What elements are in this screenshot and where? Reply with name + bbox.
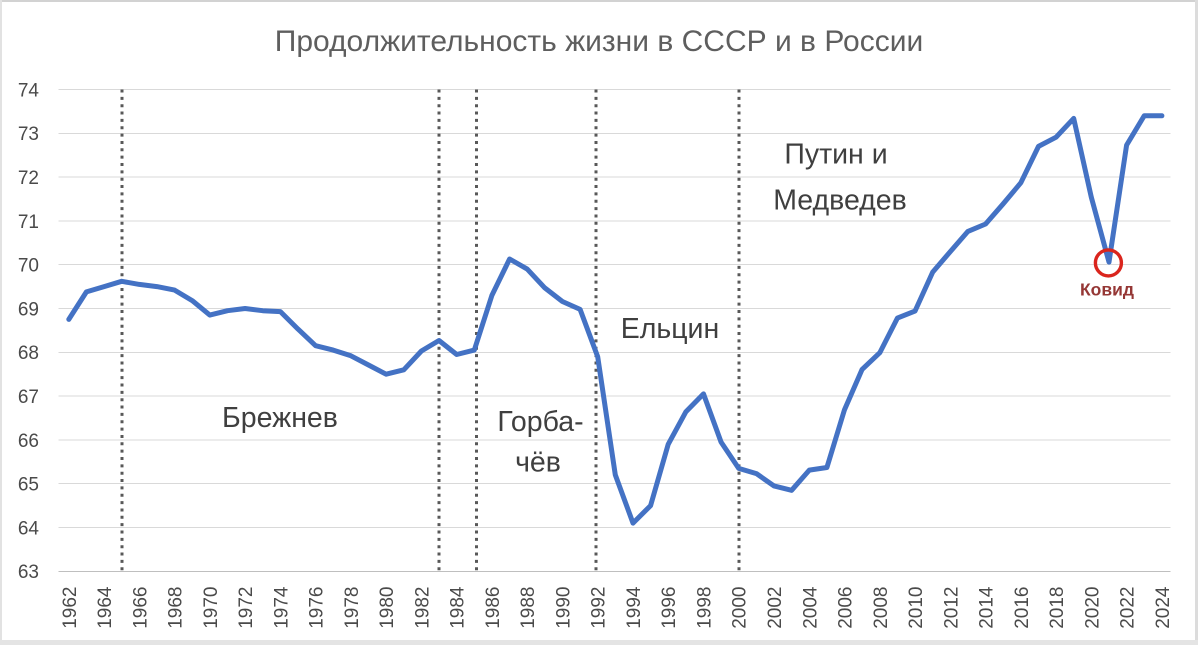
svg-text:70: 70 — [18, 256, 39, 277]
svg-text:65: 65 — [18, 475, 39, 496]
svg-text:Горба-: Горба- — [497, 406, 583, 438]
svg-text:1988: 1988 — [518, 587, 539, 629]
svg-text:63: 63 — [18, 562, 39, 583]
svg-text:Путин и: Путин и — [784, 139, 887, 171]
svg-text:1986: 1986 — [483, 587, 504, 629]
svg-text:1968: 1968 — [166, 587, 187, 629]
svg-text:2006: 2006 — [836, 587, 857, 629]
svg-text:2018: 2018 — [1047, 587, 1068, 629]
svg-text:1990: 1990 — [553, 587, 574, 629]
svg-text:1998: 1998 — [695, 587, 716, 629]
svg-text:2022: 2022 — [1118, 587, 1139, 629]
svg-text:64: 64 — [18, 518, 40, 539]
svg-text:2020: 2020 — [1082, 587, 1103, 629]
svg-text:1966: 1966 — [130, 587, 151, 629]
svg-text:Ковид: Ковид — [1080, 280, 1134, 300]
svg-text:2004: 2004 — [800, 586, 821, 629]
svg-text:2012: 2012 — [941, 587, 962, 629]
svg-text:1978: 1978 — [342, 587, 363, 629]
svg-text:Брежнев: Брежнев — [222, 402, 338, 434]
svg-text:73: 73 — [18, 124, 39, 145]
svg-text:2014: 2014 — [977, 586, 998, 629]
svg-text:1992: 1992 — [589, 587, 610, 629]
svg-text:2008: 2008 — [871, 587, 892, 629]
svg-text:Ельцин: Ельцин — [621, 313, 719, 345]
svg-text:Медведев: Медведев — [773, 185, 907, 217]
svg-text:68: 68 — [18, 343, 39, 364]
svg-text:67: 67 — [18, 387, 39, 408]
svg-text:66: 66 — [18, 431, 39, 452]
svg-text:1984: 1984 — [448, 586, 469, 629]
svg-text:2016: 2016 — [1012, 587, 1033, 629]
svg-text:1964: 1964 — [95, 586, 116, 629]
svg-text:2000: 2000 — [730, 587, 751, 629]
svg-text:чёв: чёв — [515, 447, 561, 479]
svg-text:69: 69 — [18, 299, 39, 320]
svg-text:1972: 1972 — [236, 587, 257, 629]
svg-text:71: 71 — [18, 212, 39, 233]
svg-text:2010: 2010 — [906, 587, 927, 629]
svg-text:74: 74 — [18, 80, 40, 101]
svg-text:1962: 1962 — [60, 587, 81, 629]
svg-text:2024: 2024 — [1153, 586, 1174, 629]
svg-text:1982: 1982 — [412, 587, 433, 629]
svg-text:1970: 1970 — [201, 587, 222, 629]
svg-text:1974: 1974 — [271, 586, 292, 629]
svg-text:1980: 1980 — [377, 587, 398, 629]
svg-text:1994: 1994 — [624, 586, 645, 629]
svg-text:2002: 2002 — [765, 587, 786, 629]
svg-text:1976: 1976 — [307, 587, 328, 629]
svg-text:72: 72 — [18, 168, 39, 189]
svg-text:1996: 1996 — [659, 587, 680, 629]
svg-text:Продолжительность жизни в СССР: Продолжительность жизни в СССР и в Росси… — [275, 25, 923, 58]
